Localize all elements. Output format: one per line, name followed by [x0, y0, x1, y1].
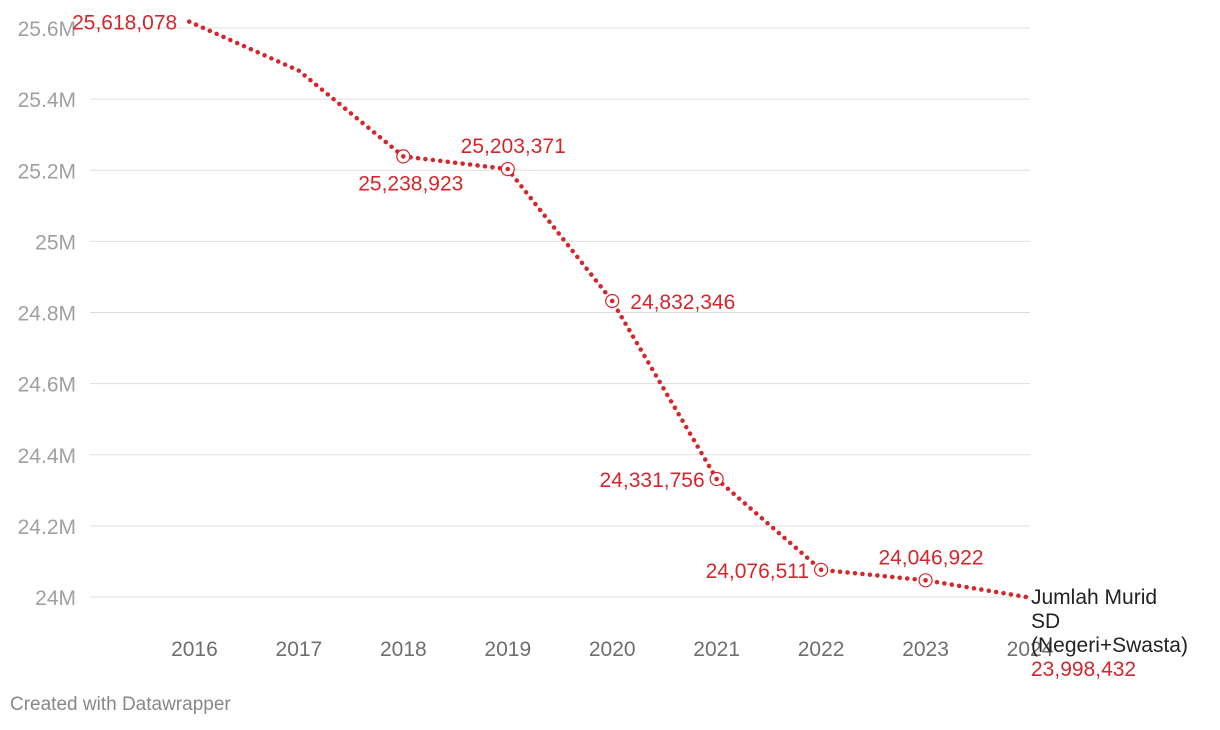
- data-point-dot: [505, 166, 511, 172]
- y-axis: 24M 24.2M 24.4M 24.6M 24.8M 25M 25.2M 25.4M 25.6…: [18, 18, 76, 610]
- data-point-dot: [923, 578, 928, 583]
- data-label: 25,238,923: [358, 172, 463, 195]
- data-labels: 25,618,078 25,238,923 25,203,371 24,832,346…: [72, 12, 983, 583]
- data-point-dot: [401, 154, 406, 159]
- data-point-dot: [714, 476, 719, 482]
- y-tick-label: 25.6M: [18, 18, 76, 41]
- y-tick-label: 24.6M: [18, 374, 76, 397]
- y-tick-label: 24.2M: [18, 516, 76, 539]
- x-tick-label: 2019: [484, 638, 531, 661]
- y-tick-label: 24M: [35, 587, 76, 610]
- data-label: 25,203,371: [461, 135, 566, 158]
- x-tick-label: 2018: [380, 638, 427, 661]
- data-point: [500, 161, 515, 177]
- y-tick-label: 25.2M: [18, 160, 76, 183]
- x-tick-label: 2016: [171, 638, 218, 661]
- data-point: [918, 573, 933, 588]
- series-line: [186, 19, 1033, 600]
- data-label: 24,331,756: [600, 469, 705, 492]
- line-chart: 24M 24.2M 24.4M 24.6M 24.8M 25M 25.2M 25.4M 25.6…: [18, 12, 1188, 681]
- data-point: [605, 293, 620, 309]
- data-point: [396, 149, 411, 164]
- data-label: 24,832,346: [630, 291, 735, 314]
- x-tick-label: 2023: [902, 638, 949, 661]
- series-line-path: [186, 19, 1033, 600]
- data-label: 25,618,078: [72, 12, 177, 35]
- y-tick-label: 24.4M: [18, 445, 76, 468]
- x-axis: 2016 2017 2018 2019 2020 2021 2022 2023 2024: [171, 638, 1054, 661]
- credit-text: Created with Datawrapper: [10, 694, 231, 715]
- data-point-dot: [818, 567, 824, 573]
- x-tick-label: 2022: [798, 638, 845, 661]
- x-tick-label: 2024: [1007, 638, 1054, 661]
- gridlines: [90, 27, 1030, 598]
- data-label: 24,046,922: [878, 546, 983, 569]
- x-tick-label: 2021: [693, 638, 740, 661]
- data-point: [814, 562, 829, 577]
- x-tick-label: 2017: [276, 638, 323, 661]
- data-points: [396, 149, 933, 588]
- y-tick-label: 25M: [35, 231, 76, 254]
- series-name-line: (Negeri+Swasta): [1031, 634, 1188, 657]
- series-name-line: SD: [1031, 610, 1060, 633]
- data-point: [709, 471, 724, 487]
- series-name-line: Jumlah Murid: [1031, 586, 1157, 609]
- x-tick-label: 2020: [589, 638, 636, 661]
- y-tick-label: 24.8M: [18, 303, 76, 326]
- data-point-dot: [609, 298, 615, 304]
- y-tick-label: 25.4M: [18, 89, 76, 112]
- series-end-value: 23,998,432: [1031, 658, 1136, 681]
- data-label: 24,076,511: [706, 560, 810, 583]
